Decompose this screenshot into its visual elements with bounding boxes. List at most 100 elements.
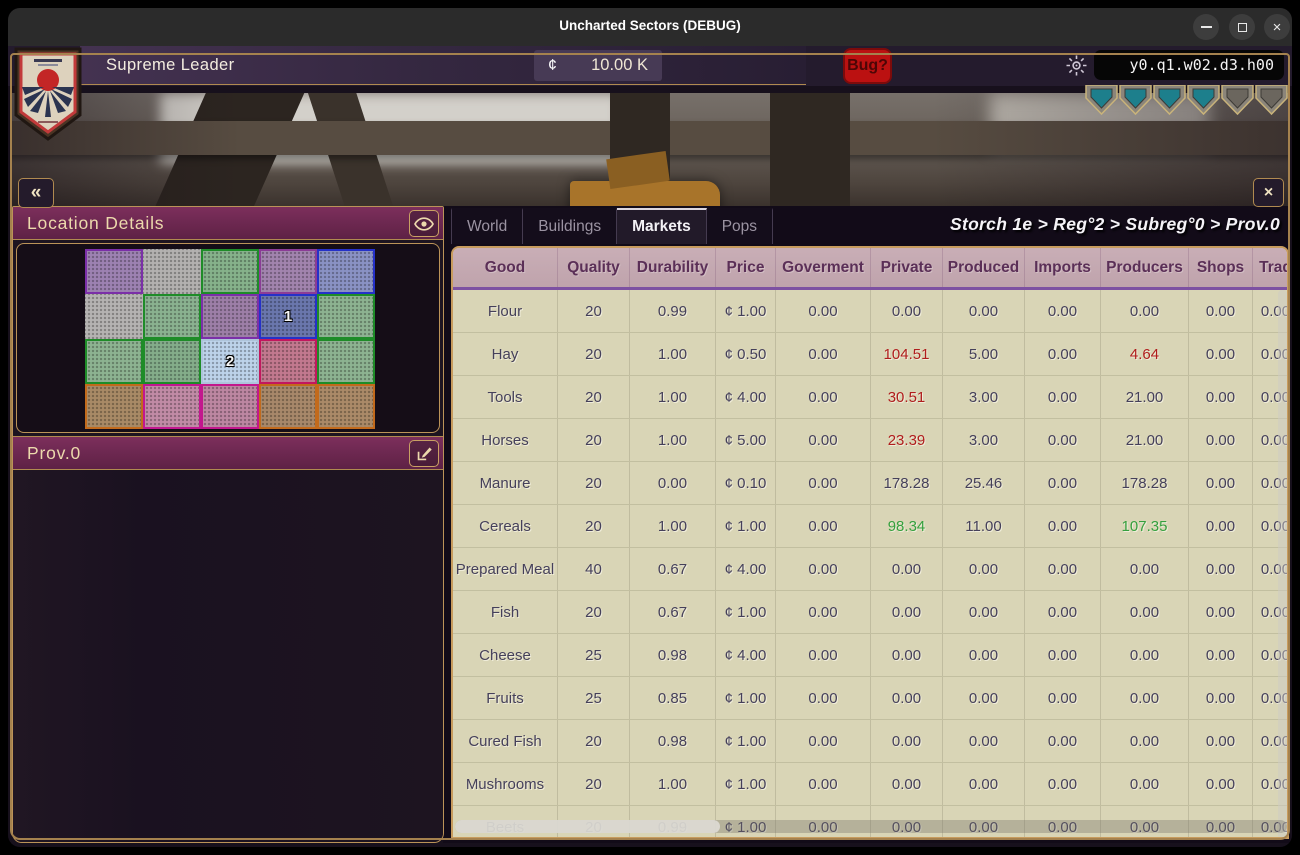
table-cell: ¢ 4.00	[716, 548, 776, 590]
table-cell: 20	[558, 333, 630, 375]
rename-province-button[interactable]	[409, 440, 439, 467]
map-tile[interactable]	[317, 294, 375, 339]
tab-world[interactable]: World	[451, 208, 524, 244]
bug-report-button[interactable]: Bug?	[843, 48, 892, 84]
table-row[interactable]: Mushrooms 20 1.00 ¢ 1.00 0.00 0.00 0.00 0.00 0.0…	[453, 763, 1287, 806]
map-tile[interactable]	[259, 339, 317, 384]
os-window: Uncharted Sectors (DEBUG) ×	[8, 8, 1292, 847]
table-cell: 0.00	[1189, 806, 1253, 837]
table-row[interactable]: Fish 20 0.67 ¢ 1.00 0.00 0.00 0.00 0.00 0.00 0.00…	[453, 591, 1287, 634]
table-cell: 11.00	[943, 505, 1025, 547]
eye-icon	[414, 216, 434, 231]
map-tile[interactable]	[143, 294, 201, 339]
table-cell: 0.00	[943, 763, 1025, 805]
faction-emblem[interactable]	[14, 47, 82, 141]
background-post	[770, 93, 850, 213]
map-tile[interactable]	[143, 249, 201, 294]
table-cell: 0.00	[776, 763, 871, 805]
map-tile[interactable]	[143, 339, 201, 384]
location-details-header: Location Details	[13, 207, 443, 240]
table-cell: 0.00	[776, 548, 871, 590]
column-header-shops[interactable]: Shops	[1189, 248, 1253, 287]
map-tile[interactable]	[201, 294, 259, 339]
table-row[interactable]: Cereals 20 1.00 ¢ 1.00 0.00 98.34 11.00 0.00 107…	[453, 505, 1287, 548]
table-row[interactable]: Cheese 25 0.98 ¢ 4.00 0.00 0.00 0.00 0.00 0.00 0.…	[453, 634, 1287, 677]
map-tile[interactable]	[259, 249, 317, 294]
map-tile[interactable]	[143, 384, 201, 429]
tab-pops[interactable]: Pops	[706, 208, 774, 244]
map-tile[interactable]	[201, 384, 259, 429]
market-table: Good Quality Durability Price Goverment Priva…	[453, 248, 1287, 837]
collapse-panel-button[interactable]: «	[18, 178, 54, 208]
column-header-durability[interactable]: Durability	[630, 248, 716, 287]
panel-close-button[interactable]: ×	[1253, 178, 1284, 207]
table-cell: 0.00	[776, 591, 871, 633]
column-header-producers[interactable]: Producers	[1101, 248, 1189, 287]
table-row[interactable]: Hay 20 1.00 ¢ 0.50 0.00 104.51 5.00 0.00 4.64 0.0…	[453, 333, 1287, 376]
table-cell: 1.00	[630, 376, 716, 418]
table-row[interactable]: Flour 20 0.99 ¢ 1.00 0.00 0.00 0.00 0.00 0.00 0.0…	[453, 290, 1287, 333]
table-cell: 23.39	[871, 419, 943, 461]
map-tile[interactable]	[259, 384, 317, 429]
banner-gem-icon	[1255, 84, 1288, 119]
table-cell: 0.00	[1101, 548, 1189, 590]
column-header-good[interactable]: Good	[453, 248, 558, 287]
column-header-quality[interactable]: Quality	[558, 248, 630, 287]
table-cell: 0.00	[1025, 462, 1101, 504]
table-row[interactable]: Cured Fish 20 0.98 ¢ 1.00 0.00 0.00 0.00 0.00 0.…	[453, 720, 1287, 763]
map-tile[interactable]	[317, 384, 375, 429]
province-header: Prov.0	[13, 436, 443, 470]
map-tile[interactable]	[85, 339, 143, 384]
tab-buildings[interactable]: Buildings	[523, 208, 618, 244]
tab-markets[interactable]: Markets	[617, 208, 707, 244]
table-cell: 0.98	[630, 634, 716, 676]
table-cell: 21.00	[1101, 419, 1189, 461]
column-header-trad[interactable]: Trad	[1253, 248, 1287, 287]
table-cell: 0.00	[871, 548, 943, 590]
table-cell: 3.00	[943, 376, 1025, 418]
good-name: Cured Fish	[453, 720, 558, 762]
player-title: Supreme Leader	[106, 55, 235, 74]
table-cell: 0.00	[1025, 419, 1101, 461]
column-header-produced[interactable]: Produced	[943, 248, 1025, 287]
close-button[interactable]: ×	[1264, 14, 1290, 40]
table-cell: 0.00	[776, 333, 871, 375]
column-header-goverment[interactable]: Goverment	[776, 248, 871, 287]
edit-pencil-icon	[417, 447, 432, 461]
map-tile[interactable]: 1	[259, 294, 317, 339]
map-tile[interactable]: 2	[201, 339, 259, 384]
vertical-scrollbar[interactable]	[1278, 290, 1287, 837]
table-cell: 0.00	[1189, 333, 1253, 375]
table-row[interactable]: Horses 20 1.00 ¢ 5.00 0.00 23.39 3.00 0.00 21.00…	[453, 419, 1287, 462]
table-cell: 0.00	[1189, 290, 1253, 332]
table-cell: 0.00	[1025, 763, 1101, 805]
table-cell: 0.00	[1025, 548, 1101, 590]
table-cell: 0.00	[871, 677, 943, 719]
column-header-price[interactable]: Price	[716, 248, 776, 287]
table-row[interactable]: Manure 20 0.00 ¢ 0.10 0.00 178.28 25.46 0.00 178…	[453, 462, 1287, 505]
map-tile[interactable]	[317, 249, 375, 294]
column-header-imports[interactable]: Imports	[1025, 248, 1101, 287]
column-header-private[interactable]: Private	[871, 248, 943, 287]
table-row[interactable]: Prepared Meal 40 0.67 ¢ 4.00 0.00 0.00 0.00 0.0…	[453, 548, 1287, 591]
visibility-toggle-button[interactable]	[409, 210, 439, 237]
good-name: Flour	[453, 290, 558, 332]
table-cell: 0.99	[630, 290, 716, 332]
map-tile[interactable]	[85, 294, 143, 339]
table-row[interactable]: Tools 20 1.00 ¢ 4.00 0.00 30.51 3.00 0.00 21.00 0…	[453, 376, 1287, 419]
maximize-button[interactable]	[1229, 14, 1255, 40]
map-tile[interactable]	[317, 339, 375, 384]
horizontal-scrollbar-thumb[interactable]	[455, 820, 720, 833]
minimize-button[interactable]	[1193, 14, 1219, 40]
table-row[interactable]: Fruits 25 0.85 ¢ 1.00 0.00 0.00 0.00 0.00 0.00 0.…	[453, 677, 1287, 720]
table-cell: 0.00	[1025, 634, 1101, 676]
table-cell: 20	[558, 462, 630, 504]
table-cell: 0.00	[943, 806, 1025, 837]
table-cell: 104.51	[871, 333, 943, 375]
map-tile[interactable]	[201, 249, 259, 294]
table-cell: 5.00	[943, 333, 1025, 375]
map-tile[interactable]	[85, 384, 143, 429]
table-cell: 0.00	[1025, 290, 1101, 332]
horizontal-scrollbar-track[interactable]	[455, 820, 1287, 833]
map-tile[interactable]	[85, 249, 143, 294]
